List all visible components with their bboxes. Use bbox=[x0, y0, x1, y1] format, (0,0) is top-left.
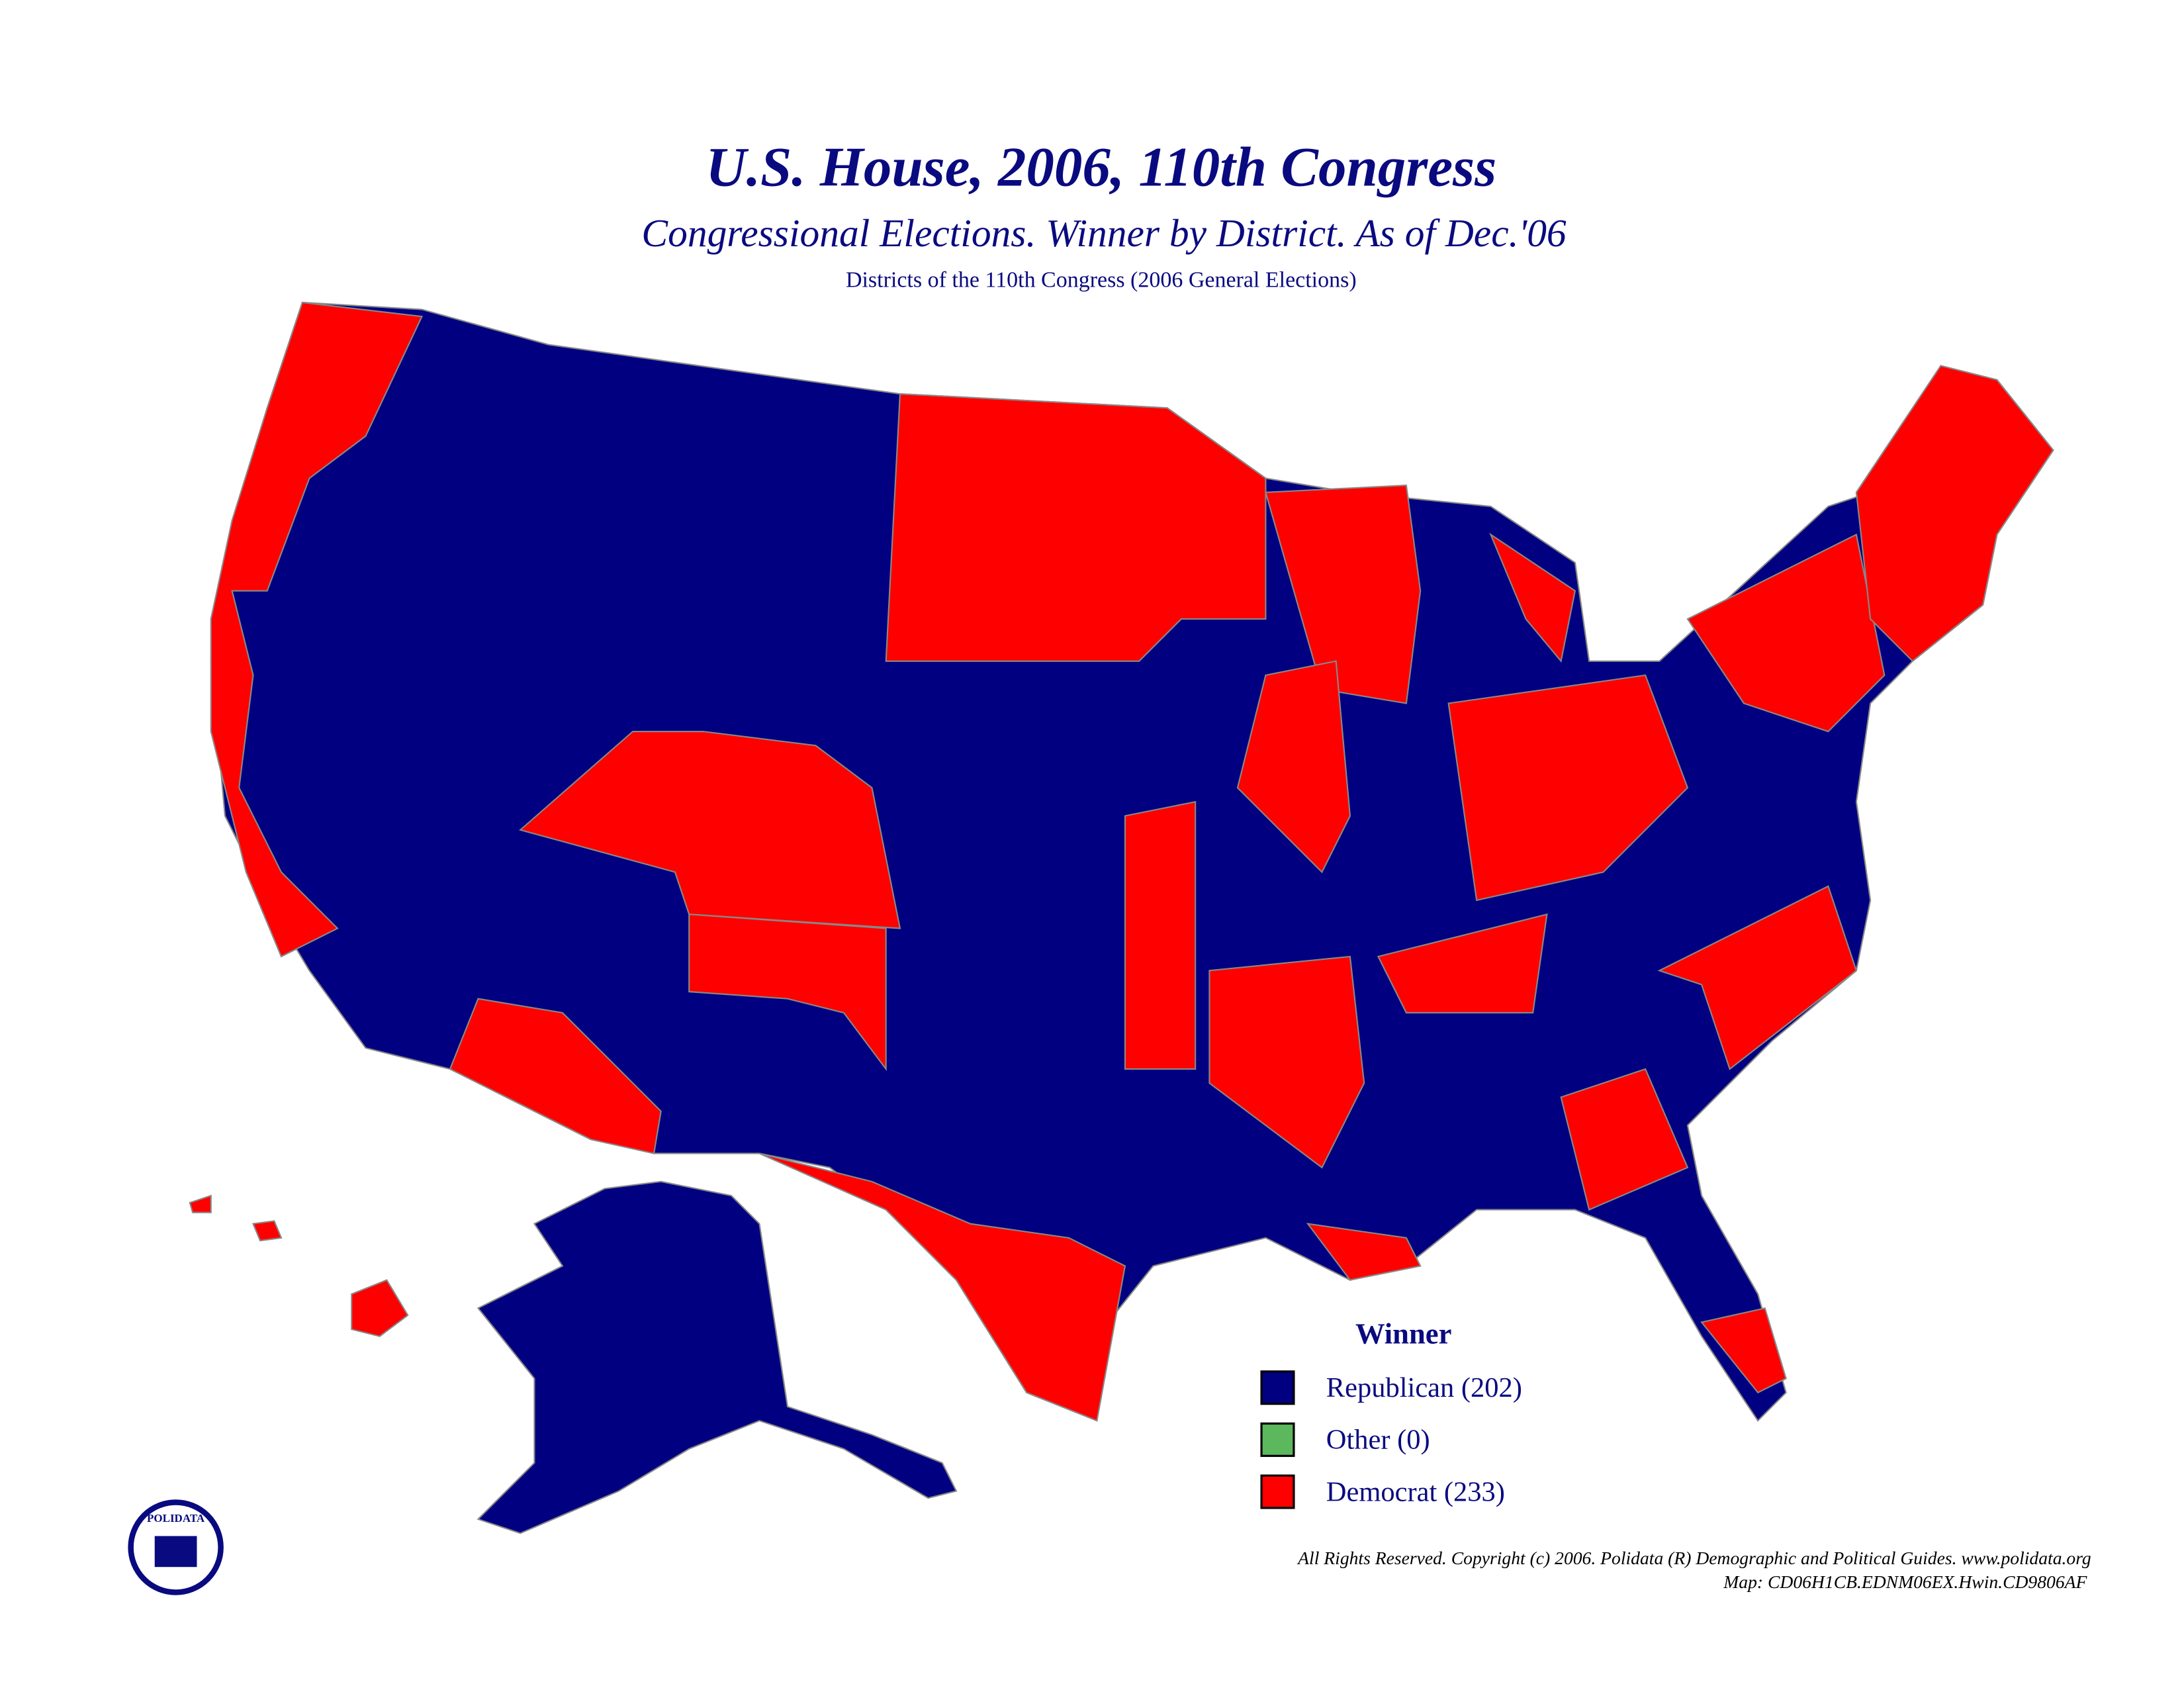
note: Districts of the 110th Congress (2006 Ge… bbox=[846, 268, 1357, 293]
us-map bbox=[189, 301, 2054, 1534]
subtitle: Congressional Elections. Winner by Distr… bbox=[641, 211, 1567, 255]
new-york-pa bbox=[1686, 533, 1886, 733]
hawaii-mid bbox=[251, 1220, 283, 1242]
legend-label: Other (0) bbox=[1326, 1425, 1430, 1456]
dakotas-minnesota bbox=[885, 393, 1267, 662]
new-england bbox=[1855, 365, 2054, 663]
carolinas bbox=[1657, 885, 1858, 1070]
illinois bbox=[1236, 660, 1351, 874]
indiana-ohio bbox=[1447, 674, 1689, 902]
copyright: All Rights Reserved. Copyright (c) 2006.… bbox=[1297, 1548, 2091, 1568]
legend-swatch bbox=[1260, 1474, 1295, 1509]
map-id: Map: CD06H1CB.EDNM06EX.Hwin.CD9806AF bbox=[1723, 1571, 2087, 1592]
democrat-districts bbox=[189, 301, 2054, 1422]
legend-swatch bbox=[1260, 1370, 1295, 1405]
texas-south bbox=[759, 1152, 1126, 1422]
colorado-south bbox=[688, 914, 887, 1072]
missouri-west bbox=[1124, 800, 1197, 1070]
louisiana bbox=[1306, 1223, 1422, 1281]
florida bbox=[1700, 1307, 1787, 1394]
legend-label: Republican (202) bbox=[1326, 1372, 1522, 1403]
legend-label: Democrat (233) bbox=[1326, 1476, 1505, 1507]
arkansas-mississippi bbox=[1208, 955, 1365, 1169]
georgia bbox=[1560, 1068, 1689, 1211]
arizona bbox=[449, 998, 662, 1154]
legend-swatch bbox=[1260, 1422, 1295, 1457]
legend: Republican (202) Other (0) Democrat (233) bbox=[1260, 1370, 1522, 1509]
hawaii-small bbox=[189, 1194, 212, 1213]
wisconsin bbox=[1265, 485, 1422, 704]
logo-text: POLIDATA bbox=[147, 1512, 205, 1524]
logo-capitol bbox=[154, 1536, 197, 1568]
tennessee bbox=[1377, 913, 1548, 1014]
title: U.S. House, 2006, 110th Congress bbox=[705, 136, 1496, 199]
logo: POLIDATA bbox=[128, 1499, 224, 1595]
legend-title: Winner bbox=[1355, 1317, 1451, 1350]
michigan bbox=[1489, 532, 1576, 663]
alaska bbox=[477, 1180, 958, 1534]
utah-colorado bbox=[519, 730, 901, 929]
hawaii bbox=[351, 1279, 409, 1337]
pacific-coast bbox=[210, 301, 424, 958]
